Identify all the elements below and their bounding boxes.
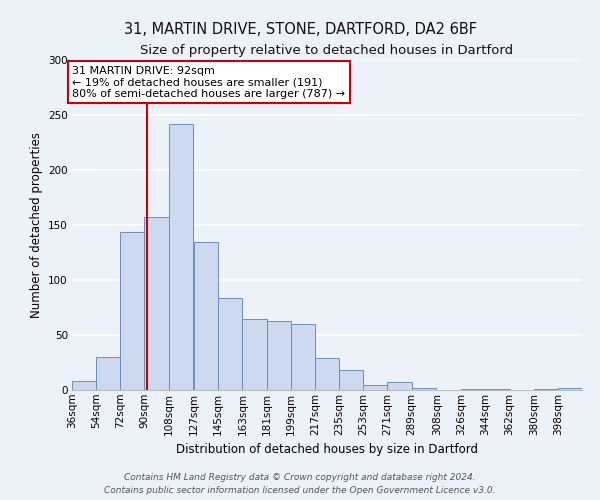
Bar xyxy=(96,357,121,390)
Bar xyxy=(169,124,193,390)
Bar xyxy=(388,382,412,390)
Bar xyxy=(412,388,436,390)
Bar xyxy=(72,381,96,390)
Bar xyxy=(485,389,509,390)
Bar xyxy=(218,298,242,390)
Title: Size of property relative to detached houses in Dartford: Size of property relative to detached ho… xyxy=(140,44,514,58)
Bar xyxy=(339,370,363,390)
Bar xyxy=(194,242,218,390)
Bar xyxy=(558,388,582,390)
Bar xyxy=(266,320,291,390)
Bar xyxy=(242,318,266,390)
Bar xyxy=(145,218,169,390)
Y-axis label: Number of detached properties: Number of detached properties xyxy=(29,132,43,318)
Bar xyxy=(363,384,388,390)
Bar xyxy=(533,389,558,390)
X-axis label: Distribution of detached houses by size in Dartford: Distribution of detached houses by size … xyxy=(176,443,478,456)
Bar xyxy=(121,232,145,390)
Text: Contains HM Land Registry data © Crown copyright and database right 2024.
Contai: Contains HM Land Registry data © Crown c… xyxy=(104,474,496,495)
Text: 31, MARTIN DRIVE, STONE, DARTFORD, DA2 6BF: 31, MARTIN DRIVE, STONE, DARTFORD, DA2 6… xyxy=(124,22,476,38)
Bar xyxy=(291,324,315,390)
Text: 31 MARTIN DRIVE: 92sqm
← 19% of detached houses are smaller (191)
80% of semi-de: 31 MARTIN DRIVE: 92sqm ← 19% of detached… xyxy=(72,66,345,98)
Bar xyxy=(461,389,485,390)
Bar xyxy=(315,358,339,390)
